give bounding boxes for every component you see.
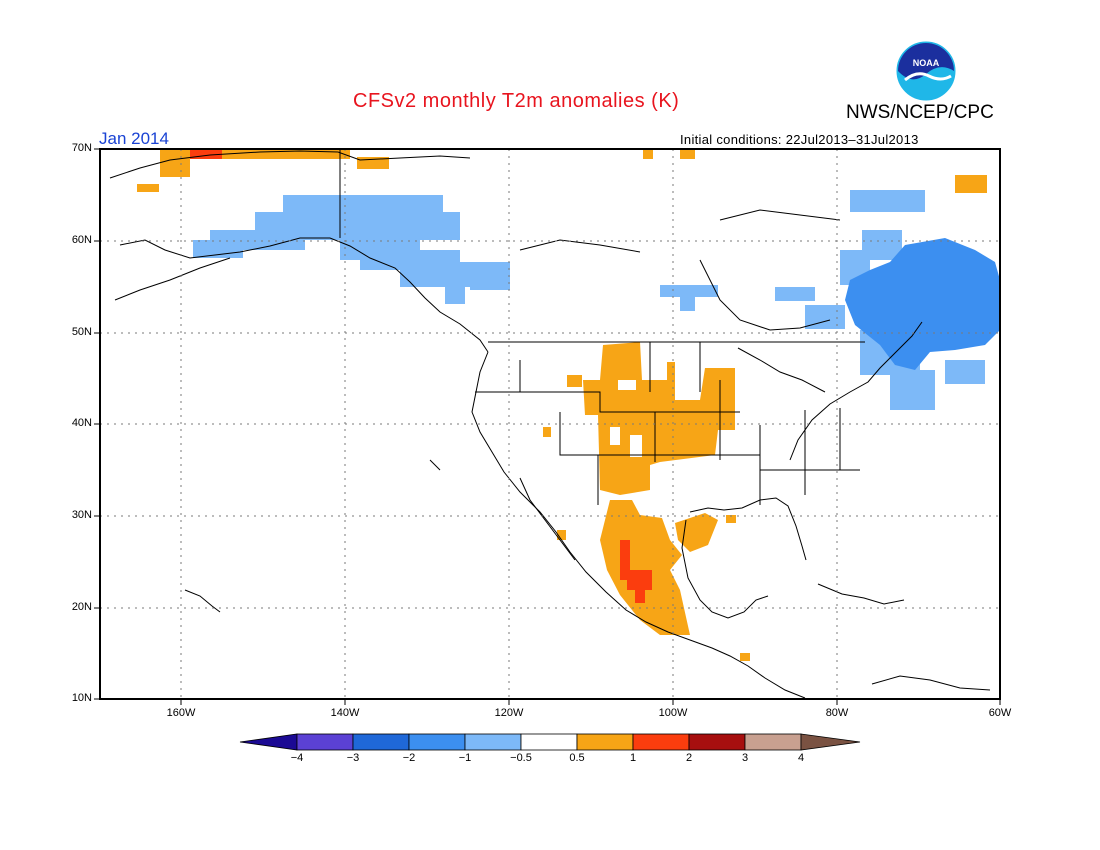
lon-label: 160W (166, 707, 196, 719)
valid-month-label: Jan 2014 (99, 129, 169, 148)
cool-anomaly-alaska (193, 195, 845, 329)
lat-label: 60N (71, 234, 92, 246)
colorbar (239, 733, 861, 751)
lat-label: 30N (71, 509, 92, 521)
warm-anomaly-gaps (610, 380, 642, 457)
lon-label: 120W (494, 707, 524, 719)
coastlines (109, 150, 991, 699)
cool-anomaly-quebec (845, 238, 1000, 370)
colorbar-swatch (632, 733, 690, 751)
lat-label: 10N (71, 692, 92, 704)
lon-label: 100W (658, 707, 688, 719)
svg-text:NOAA: NOAA (913, 58, 940, 68)
warm-anomaly-red (190, 149, 652, 603)
graticule (100, 149, 1000, 699)
colorbar-label: 0.5 (569, 752, 585, 764)
lat-label: 70N (71, 142, 92, 154)
colorbar-swatch (352, 733, 410, 751)
colorbar-label: −2 (402, 752, 416, 764)
colorbar-min-arrow (239, 733, 298, 751)
colorbar-label: −4 (290, 752, 304, 764)
colorbar-max-arrow (800, 733, 861, 751)
lat-label: 40N (71, 417, 92, 429)
colorbar-swatch (464, 733, 522, 751)
colorbar-swatch (744, 733, 802, 751)
lon-label: 60W (988, 707, 1012, 719)
colorbar-label: −1 (458, 752, 472, 764)
agency-label: NWS/NCEP/CPC (846, 102, 994, 123)
colorbar-label: −3 (346, 752, 360, 764)
colorbar-swatch (576, 733, 634, 751)
lat-label: 50N (71, 326, 92, 338)
lon-label: 140W (330, 707, 360, 719)
initial-conditions-label: Initial conditions: 22Jul2013–31Jul2013 (680, 132, 919, 147)
lat-label: 20N (71, 601, 92, 613)
colorbar-label: 1 (629, 752, 637, 764)
colorbar-label: −0.5 (510, 752, 532, 764)
colorbar-label: 2 (685, 752, 693, 764)
colorbar-swatch (408, 733, 466, 751)
colorbar-swatch (296, 733, 354, 751)
colorbar-label: 3 (741, 752, 749, 764)
colorbar-label: 4 (797, 752, 805, 764)
colorbar-swatch (520, 733, 578, 751)
colorbar-swatch (688, 733, 746, 751)
noaa-logo-icon: NOAA (895, 40, 957, 102)
chart-title: CFSv2 monthly T2m anomalies (K) (353, 90, 680, 112)
lon-label: 80W (825, 707, 849, 719)
